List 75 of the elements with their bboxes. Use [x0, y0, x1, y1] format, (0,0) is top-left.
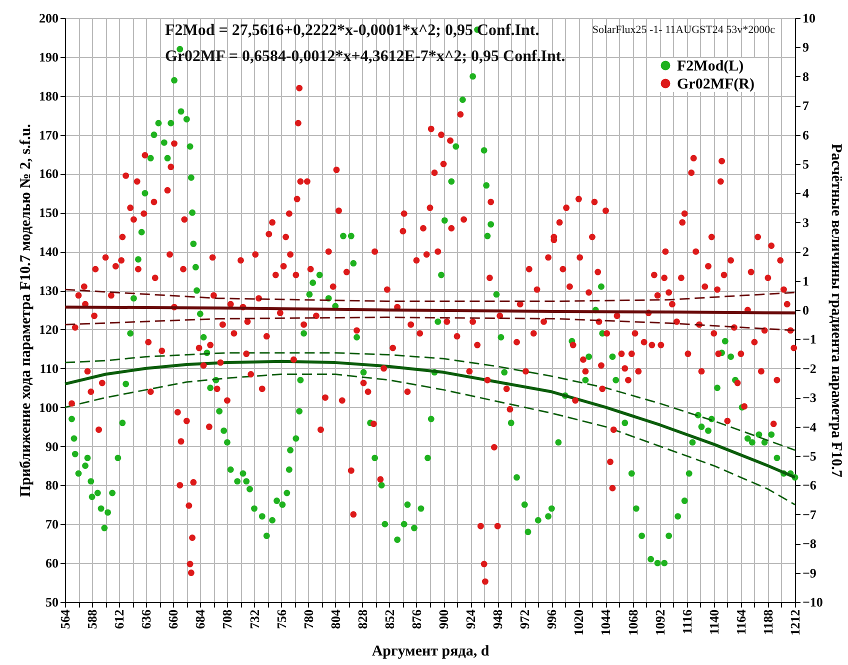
y-tick-label: 180	[39, 88, 58, 104]
y2-tick-label: 4	[802, 186, 810, 201]
y2-tick-label: 5	[802, 156, 810, 172]
annotation: F2Mod = 27,5616+0,2222*x-0,0001*x^2; 0,95 Conf.Int.	[165, 22, 540, 39]
x-tick-label: 1212	[788, 610, 802, 636]
y-tick-label: 110	[40, 360, 58, 376]
legend-label: F2Mod(L)	[677, 58, 744, 74]
y2-tick-label: −9	[802, 565, 817, 580]
y-tick-label: 130	[39, 283, 58, 298]
y-tick-label: 90	[46, 438, 58, 454]
y2-tick-label: −10	[802, 594, 823, 610]
y2-tick-label: 7	[802, 98, 810, 114]
x-tick-label: 996	[544, 609, 560, 629]
y-tick-label: 170	[39, 127, 58, 142]
y-tick-label: 100	[39, 400, 58, 415]
annotation: SolarFlux25 -1- 11AUGST24 53v*2000c	[592, 24, 776, 36]
x-tick-label: 684	[192, 609, 208, 629]
y-tick-label: 160	[39, 166, 58, 182]
x-tick-label: 876	[408, 609, 424, 629]
y-tick-label: 200	[39, 10, 58, 26]
y2-tick-label: 10	[802, 10, 816, 26]
x-tick-label: 1116	[679, 609, 694, 634]
x-tick-label: 1140	[706, 610, 722, 635]
y-tick-label: 140	[39, 244, 58, 260]
x-tick-label: 780	[300, 610, 316, 629]
y2-tick-label: −5	[802, 448, 817, 464]
x-axis-title: Аргумент ряда, d	[372, 644, 490, 660]
y-tick-label: 150	[39, 205, 58, 220]
x-tick-label: 972	[517, 610, 532, 629]
y2-tick-label: −6	[802, 478, 817, 493]
y-tick-label: 190	[39, 49, 58, 64]
x-tick-label: 708	[220, 609, 235, 629]
y-tick-label: 70	[46, 516, 58, 532]
x-tick-label: 756	[274, 609, 289, 629]
y2-tick-label: −2	[802, 360, 816, 376]
x-tick-label: 732	[246, 610, 262, 629]
x-tick-label: 804	[328, 609, 343, 629]
y2-tick-label: 6	[802, 127, 810, 142]
y-tick-label: 50	[46, 594, 58, 610]
x-tick-label: 1020	[571, 610, 586, 636]
y2-tick-label: 8	[802, 68, 810, 84]
x-tick-label: 564	[58, 609, 72, 629]
annotation: Gr02MF = 0,6584-0,0012*x+4,3612E-7*x^2; 0,95 Conf.Int.	[165, 48, 566, 65]
x-tick-label: 828	[354, 609, 370, 629]
y-tick-label: 80	[46, 478, 58, 493]
x-tick-label: 636	[138, 609, 154, 629]
y2-tick-label: −1	[802, 332, 816, 347]
line-series	[64, 352, 796, 451]
y2-tick-label: 9	[802, 40, 810, 55]
y2-tick-label: −7	[802, 506, 817, 522]
x-tick-label: 1068	[625, 609, 640, 636]
x-tick-label: 852	[382, 610, 397, 629]
y2-axis-title: Расчётные величины градиента параметра F10.7	[828, 144, 844, 478]
x-tick-label: 612	[112, 610, 127, 629]
x-tick-label: 900	[436, 610, 452, 629]
line-series	[64, 373, 796, 506]
x-tick-label: 924	[463, 609, 478, 629]
y-axis-title: Приближение хода параметра F10.7 моделью № 2, s.f.u.	[18, 124, 34, 498]
y2-tick-label: −4	[802, 419, 817, 434]
x-tick-label: 1092	[652, 610, 668, 636]
y2-tick-label: 3	[802, 214, 810, 230]
y-tick-label: 120	[39, 322, 58, 337]
y2-tick-label: −8	[802, 536, 817, 552]
y2-tick-label: 1	[802, 273, 809, 288]
x-tick-label: 660	[166, 610, 181, 629]
legend-label: Gr02MF(R)	[677, 76, 754, 92]
x-tick-label: 1188	[760, 609, 776, 635]
x-tick-label: 948	[490, 609, 506, 629]
x-tick-label: 588	[84, 609, 100, 629]
y2-tick-label: −3	[802, 390, 817, 406]
y2-tick-label: 0	[802, 302, 809, 318]
y2-tick-label: 2	[802, 244, 809, 260]
y-tick-label: 60	[46, 556, 58, 571]
x-tick-label: 1044	[598, 609, 614, 636]
x-tick-label: 1164	[733, 609, 748, 635]
